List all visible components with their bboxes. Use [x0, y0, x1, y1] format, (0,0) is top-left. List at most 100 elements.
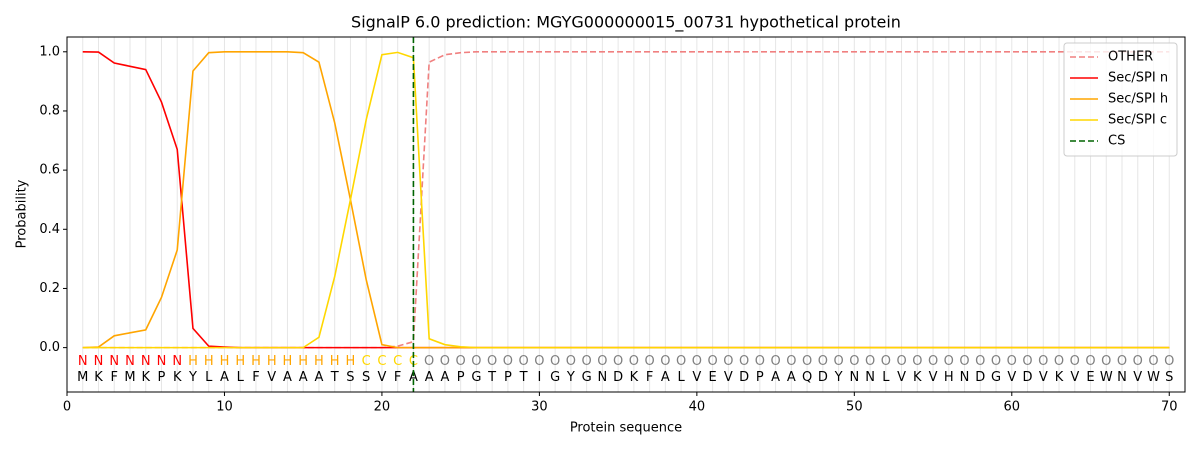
region-label: H	[267, 354, 277, 369]
residue-label: W	[1147, 370, 1160, 385]
residue-label: G	[582, 370, 592, 385]
region-label: C	[377, 354, 386, 369]
region-label: O	[1117, 354, 1127, 369]
region-label: O	[849, 354, 859, 369]
region-label: O	[566, 354, 576, 369]
region-label: H	[346, 354, 356, 369]
residue-label: Q	[802, 370, 812, 385]
residue-label: W	[1100, 370, 1113, 385]
region-label: C	[362, 354, 371, 369]
region-label: H	[298, 354, 308, 369]
x-tick-label: 50	[846, 400, 863, 415]
series-line	[82, 50, 1170, 349]
residue-label: P	[457, 370, 465, 385]
residue-label: D	[818, 370, 828, 385]
residue-label: N	[598, 370, 608, 385]
residue-label: E	[708, 370, 716, 385]
residue-label: G	[991, 370, 1001, 385]
region-label: O	[833, 354, 843, 369]
residue-label: V	[724, 370, 733, 385]
y-tick-label: 0.6	[39, 163, 60, 178]
x-tick-label: 60	[1004, 400, 1021, 415]
region-label: N	[172, 354, 182, 369]
residue-label: A	[661, 370, 670, 385]
legend-label: Sec/SPI h	[1108, 92, 1168, 107]
residue-label: N	[1117, 370, 1127, 385]
region-label: N	[78, 354, 88, 369]
residue-label: V	[1133, 370, 1142, 385]
region-label: O	[660, 354, 670, 369]
residue-label: V	[897, 370, 906, 385]
y-tick-label: 0.2	[39, 281, 60, 296]
x-tick-label: 30	[531, 400, 548, 415]
region-label: O	[786, 354, 796, 369]
residue-label: D	[613, 370, 623, 385]
x-tick-label: 70	[1161, 400, 1178, 415]
residue-label: K	[1055, 370, 1064, 385]
region-label: O	[770, 354, 780, 369]
residue-label: M	[77, 370, 88, 385]
y-tick-label: 0.4	[39, 222, 60, 237]
residue-label: A	[409, 370, 418, 385]
residue-label: D	[975, 370, 985, 385]
residue-label: L	[205, 370, 213, 385]
residue-label: L	[882, 370, 890, 385]
region-label: O	[865, 354, 875, 369]
region-label: O	[503, 354, 513, 369]
region-label: O	[755, 354, 765, 369]
residue-label: K	[94, 370, 103, 385]
region-label: O	[440, 354, 450, 369]
x-axis-label: Protein sequence	[570, 421, 682, 436]
residue-label: K	[913, 370, 922, 385]
series-line	[82, 50, 1170, 349]
region-label: O	[739, 354, 749, 369]
region-label: N	[109, 354, 119, 369]
residue-label: F	[110, 370, 117, 385]
residue-label: T	[519, 370, 528, 385]
region-label: O	[550, 354, 560, 369]
region-label: N	[94, 354, 104, 369]
region-label: O	[991, 354, 1001, 369]
region-label: H	[235, 354, 245, 369]
region-label: N	[157, 354, 167, 369]
region-label: O	[944, 354, 954, 369]
residue-label: K	[141, 370, 150, 385]
region-label: O	[818, 354, 828, 369]
region-label: H	[188, 354, 198, 369]
residue-label: P	[756, 370, 764, 385]
residue-label: A	[299, 370, 308, 385]
residue-label: A	[787, 370, 796, 385]
residue-label: F	[646, 370, 653, 385]
y-tick-label: 1.0	[39, 44, 60, 59]
residue-label: M	[124, 370, 135, 385]
region-label: O	[613, 354, 623, 369]
region-label: O	[471, 354, 481, 369]
region-label: O	[928, 354, 938, 369]
region-label: O	[1038, 354, 1048, 369]
region-label: O	[959, 354, 969, 369]
region-label: N	[125, 354, 135, 369]
residue-label: Y	[566, 370, 575, 385]
residue-label: A	[283, 370, 292, 385]
region-label: O	[1054, 354, 1064, 369]
residue-label: V	[267, 370, 276, 385]
residue-label: K	[630, 370, 639, 385]
region-label: H	[330, 354, 340, 369]
legend-box	[1063, 42, 1178, 157]
residue-label: G	[550, 370, 560, 385]
chart-title: SignalP 6.0 prediction: MGYG000000015_00…	[351, 13, 901, 33]
region-label: O	[1101, 354, 1111, 369]
legend-label: Sec/SPI n	[1108, 71, 1168, 86]
region-label: H	[283, 354, 293, 369]
region-label: O	[692, 354, 702, 369]
region-label: C	[393, 354, 402, 369]
residue-label: N	[960, 370, 970, 385]
region-label: O	[881, 354, 891, 369]
residue-label: A	[425, 370, 434, 385]
y-tick-label: 0.8	[39, 103, 60, 118]
residue-label: T	[487, 370, 496, 385]
legend-label: CS	[1108, 134, 1125, 149]
residue-label: P	[504, 370, 512, 385]
residue-label: Y	[188, 370, 197, 385]
